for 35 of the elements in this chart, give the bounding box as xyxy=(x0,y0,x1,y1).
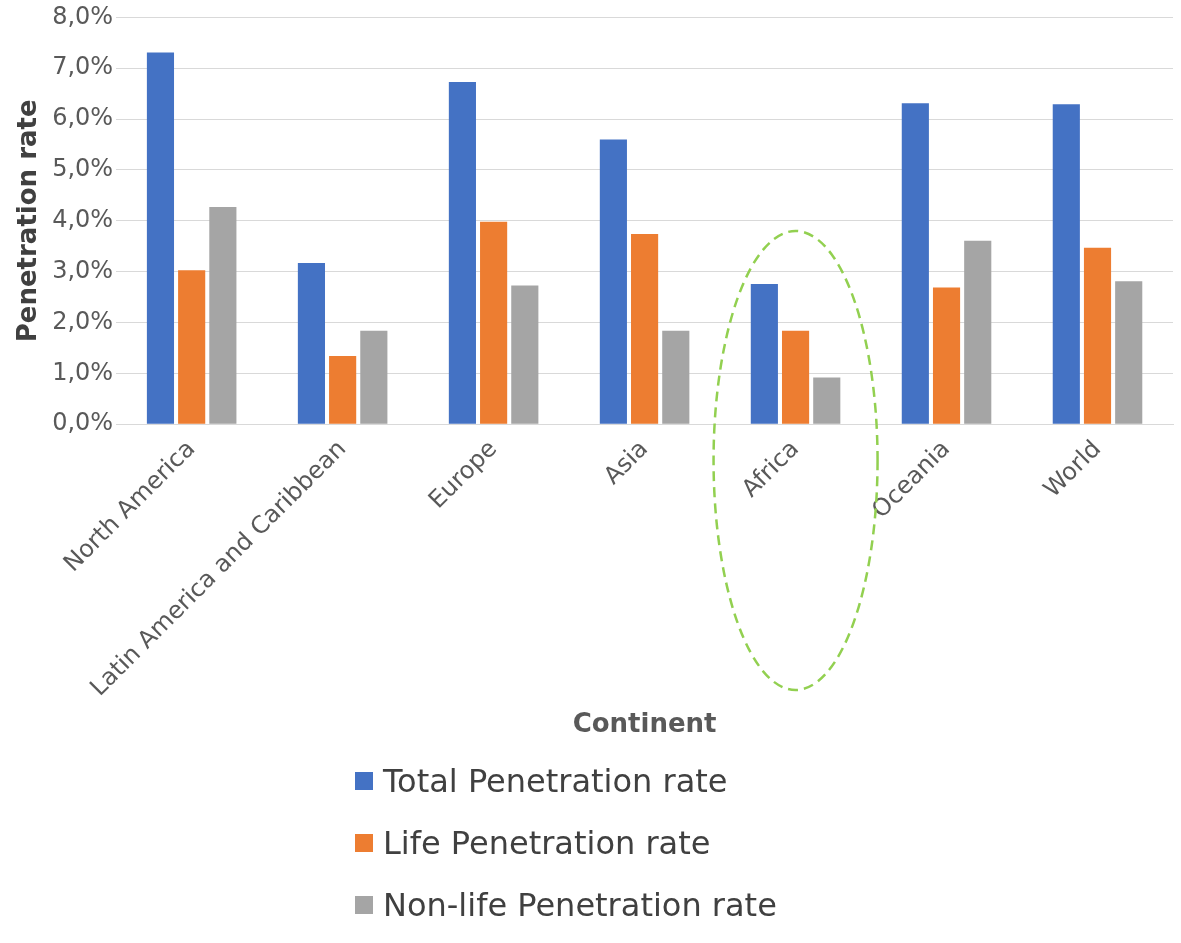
y-tick-label: 1,0% xyxy=(52,357,114,386)
legend-label: Non-life Penetration rate xyxy=(383,886,777,924)
bar xyxy=(329,356,357,424)
legend-label: Life Penetration rate xyxy=(383,824,711,862)
bar xyxy=(599,139,627,424)
bar xyxy=(631,234,659,424)
y-tick-label: 7,0% xyxy=(52,52,114,81)
bar xyxy=(662,330,690,424)
bar xyxy=(480,221,508,424)
bar xyxy=(448,81,476,424)
bar xyxy=(360,330,388,424)
y-tick-label: 3,0% xyxy=(52,255,114,284)
y-tick-label: 4,0% xyxy=(52,205,114,234)
bar xyxy=(209,207,237,424)
bar xyxy=(178,270,206,424)
bar xyxy=(813,377,841,424)
bar xyxy=(1083,247,1112,424)
bar xyxy=(1052,104,1080,424)
bar xyxy=(964,240,992,424)
bar xyxy=(901,103,929,424)
y-tick-label: 6,0% xyxy=(52,103,114,132)
y-tick-label: 0,0% xyxy=(52,408,114,437)
y-axis-title: Penetration rate xyxy=(12,99,43,343)
y-tick-label: 2,0% xyxy=(52,306,114,335)
x-axis-title: Continent xyxy=(572,708,717,739)
bar xyxy=(511,285,539,424)
bar xyxy=(146,52,175,424)
y-tick-label: 5,0% xyxy=(52,154,114,183)
y-tick-label: 8,0% xyxy=(52,1,114,30)
bar xyxy=(297,263,326,424)
bar xyxy=(750,283,778,424)
bar xyxy=(1115,281,1143,424)
legend-label: Total Penetration rate xyxy=(383,762,728,800)
bar xyxy=(781,330,810,424)
bar xyxy=(932,287,961,424)
